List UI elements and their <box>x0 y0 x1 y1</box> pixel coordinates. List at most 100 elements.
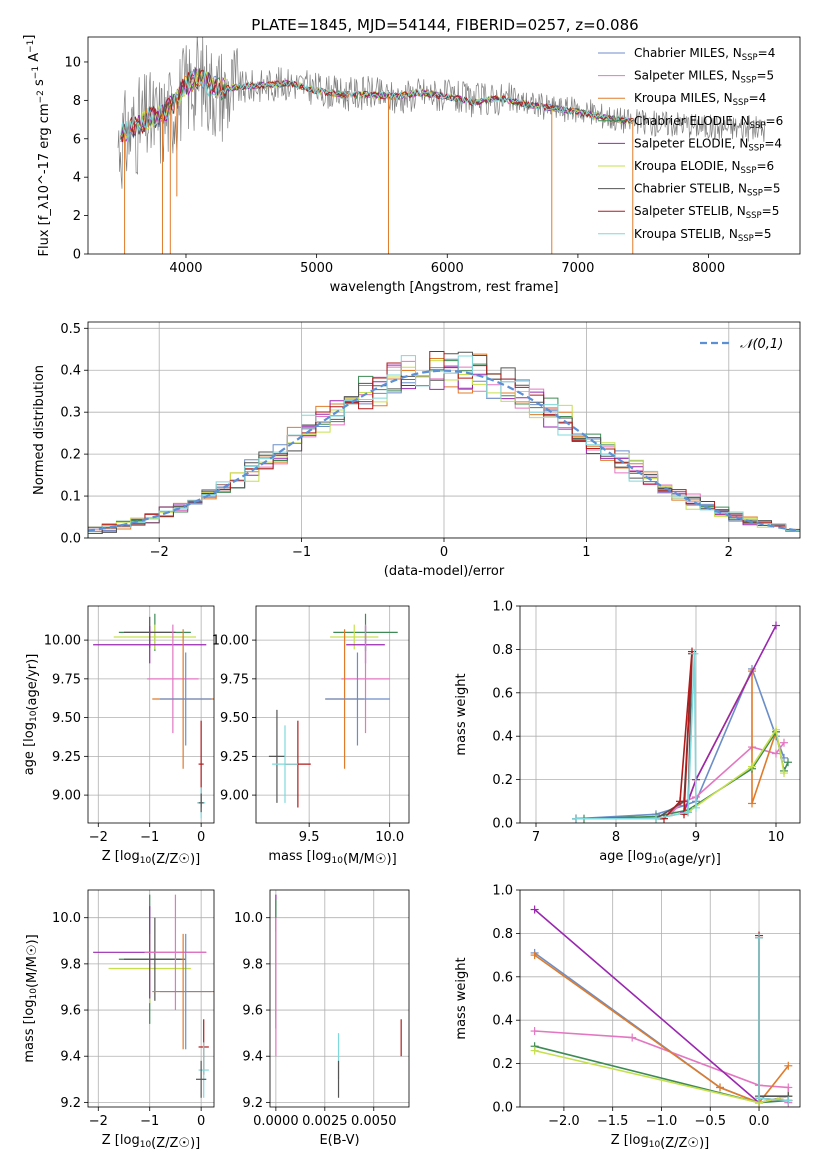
weight-marker <box>748 799 756 808</box>
y-tick-label: 9.2 <box>60 1096 81 1111</box>
x-axis-label: (data-model)/error <box>384 564 505 579</box>
y-tick-label: 0.6 <box>492 686 513 701</box>
errorbar-point <box>325 652 390 746</box>
axes-frame <box>87 36 801 255</box>
x-tick-label: 10 <box>768 830 785 845</box>
x-axis-label: Z [log10(Z/Z☉)] <box>102 849 200 867</box>
x-axis-label: wavelength [Angstrom, rest frame] <box>330 280 559 295</box>
weight-marker <box>660 814 668 823</box>
y-tick-label: 0.0 <box>492 1101 513 1116</box>
y-tick-label: 0.0 <box>492 817 513 832</box>
legend-label: Chabrier MILES, NSSP=4 <box>634 46 775 63</box>
errorbar-point <box>160 933 212 1050</box>
y-tick-label: 0.8 <box>492 927 513 942</box>
y-tick-label: 10.00 <box>44 634 81 649</box>
y-tick-label: 0.0 <box>60 532 81 547</box>
panel-mass-vs-ebv: 0.0000 0.0025 0.0050 9.2 9.4 9.6 9.8 10.0 E(B-V) <box>234 889 410 1148</box>
weight-marker <box>572 814 580 823</box>
errorbar-point <box>196 1060 207 1098</box>
weight-series-line <box>683 670 777 813</box>
plot-area <box>88 322 800 538</box>
weight-marker <box>772 621 780 630</box>
errorbar-point <box>341 624 390 734</box>
legend-label: Salpeter STELIB, NSSP=5 <box>634 204 779 221</box>
x-tick-label: 7 <box>532 830 540 845</box>
weight-marker <box>772 749 780 758</box>
weight-marker <box>530 951 539 960</box>
y-tick-label: 0.3 <box>60 406 81 421</box>
x-tick-label: −1.5 <box>597 1114 629 1129</box>
panel-residuals: −2 −1 0 1 2 0.0 0.1 0.2 0.3 0.4 0.5 𝒩(0,1) (data-mod… <box>32 321 801 579</box>
x-tick-label: −2 <box>89 1114 108 1129</box>
residual-histogram <box>88 355 800 538</box>
axes-frame <box>87 605 215 824</box>
errorbar-point <box>160 652 212 746</box>
y-tick-label: 9.25 <box>220 750 249 765</box>
model-spectrum <box>120 69 633 143</box>
panel-age-vs-mass: 9.5 10.0 9.00 9.25 9.50 9.75 10.00 mass [log10(… <box>212 605 410 867</box>
y-tick-label: 9.50 <box>220 711 249 726</box>
y-tick-label: 4 <box>73 171 81 186</box>
y-tick-label: 1.0 <box>492 884 513 899</box>
plot-area <box>256 606 409 823</box>
errorbar-point <box>93 626 207 664</box>
x-tick-label: −2 <box>89 830 108 845</box>
y-tick-label: 9.8 <box>242 957 263 972</box>
x-tick-label: 10.0 <box>375 830 404 845</box>
x-tick-label: 8000 <box>692 261 725 276</box>
weight-marker <box>628 1033 637 1042</box>
y-tick-label: 9.4 <box>242 1050 263 1065</box>
model-spectrum <box>120 70 634 142</box>
x-tick-label: 0 <box>197 830 205 845</box>
y-tick-label: 9.6 <box>60 1004 81 1019</box>
x-tick-label: −1.0 <box>646 1114 678 1129</box>
errorbar-point <box>272 725 298 803</box>
weight-series-line <box>576 651 693 820</box>
y-axis-label: mass weight <box>454 957 469 1039</box>
plot-area <box>88 890 214 1107</box>
x-tick-label: 0 <box>440 545 448 560</box>
y-tick-label: 0.2 <box>492 773 513 788</box>
x-tick-label: 1 <box>582 545 590 560</box>
y-axis-label: Flux [f_λ10^-17 erg cm−2 s−1 A−1] <box>22 35 52 257</box>
x-tick-label: −1 <box>140 1114 159 1129</box>
legend-label: Chabrier STELIB, NSSP=5 <box>634 182 781 199</box>
y-tick-label: 6 <box>73 132 81 147</box>
legend-label: Kroupa ELODIE, NSSP=6 <box>634 159 774 176</box>
axes-frame <box>255 605 410 824</box>
weight-series-line <box>534 954 789 1104</box>
panel-weight-vs-Z: −2.0 −1.5 −1.0 −0.5 0.0 0.0 0.2 0.4 0.6 0.8 1.0 Z [… <box>454 884 801 1151</box>
y-tick-label: 0.4 <box>492 730 513 745</box>
x-tick-label: 8 <box>612 830 620 845</box>
weight-marker <box>784 1061 793 1070</box>
weight-marker <box>692 803 700 812</box>
plot-area <box>117 37 766 254</box>
plot-area <box>270 890 409 1107</box>
x-tick-label: 9 <box>692 830 700 845</box>
x-tick-label: 2 <box>725 545 733 560</box>
panel-spectrum: 4000 5000 6000 7000 8000 0 2 4 6 8 10 Chabrier MILE… <box>22 35 801 295</box>
y-tick-label: 0.1 <box>60 490 81 505</box>
x-axis-label: mass [log10(M/M☉)] <box>268 849 396 867</box>
axes-frame <box>87 321 801 539</box>
y-tick-label: 0 <box>73 248 81 263</box>
legend-label: Salpeter ELODIE, NSSP=4 <box>634 136 782 153</box>
y-tick-label: 9.00 <box>220 789 249 804</box>
x-tick-label: 4000 <box>169 261 202 276</box>
residual-legend: 𝒩(0,1) <box>700 337 783 352</box>
y-tick-label: 10 <box>64 55 81 70</box>
weight-series-line <box>758 935 789 1102</box>
weight-marker <box>784 1083 793 1092</box>
plot-area <box>520 606 800 823</box>
x-tick-label: 0.0050 <box>351 1114 397 1129</box>
panel-age-vs-Z: −2 −1 0 9.00 9.25 9.50 9.75 10.00 Z [log10(Z/Z☉)… <box>22 605 215 867</box>
x-tick-label: 6000 <box>431 261 464 276</box>
y-tick-label: 9.50 <box>52 711 81 726</box>
errorbar-point <box>330 624 379 650</box>
plot-area <box>88 606 214 823</box>
x-tick-label: 7000 <box>561 261 594 276</box>
axes-frame <box>519 605 801 824</box>
y-tick-label: 0.5 <box>60 322 81 337</box>
y-tick-label: 0.6 <box>492 970 513 985</box>
